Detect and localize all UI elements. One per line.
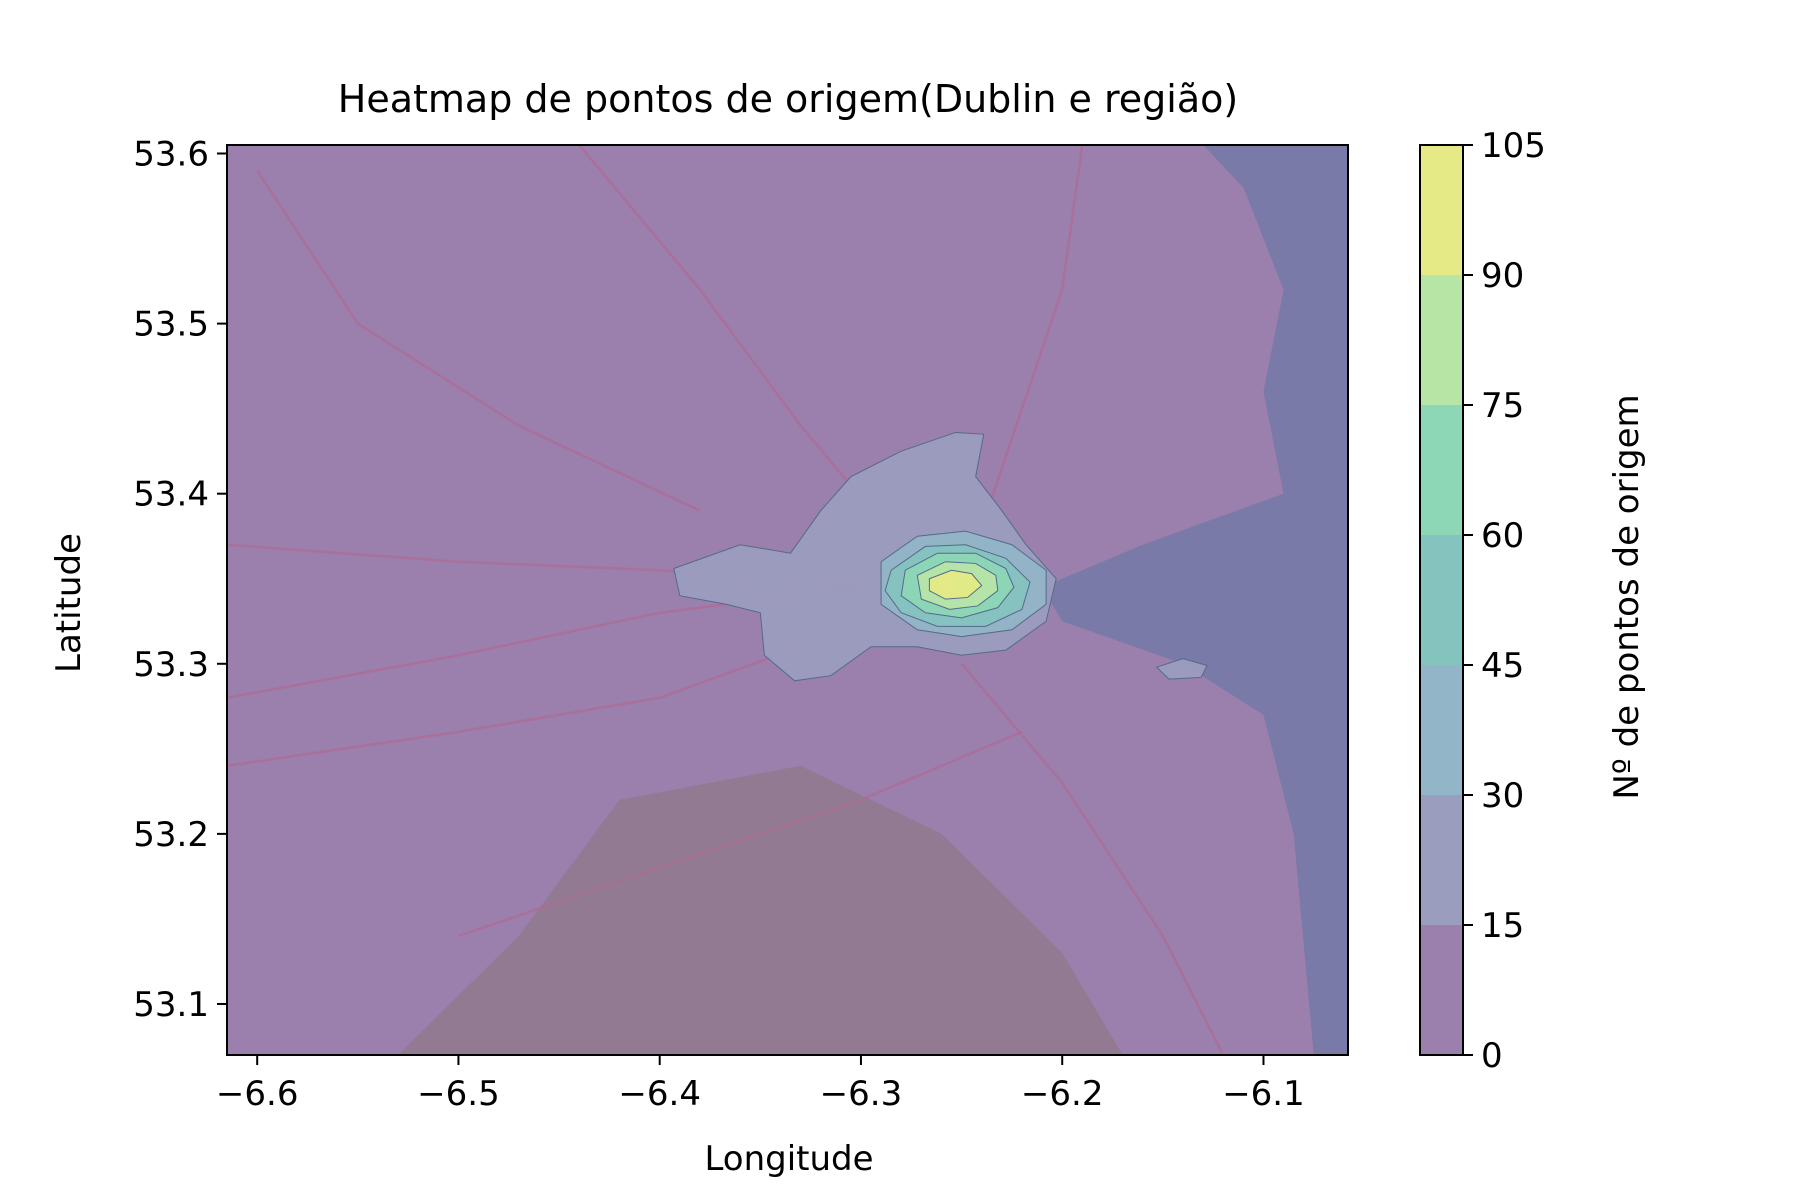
heat-contour — [1155, 658, 1208, 680]
plot-area — [226, 144, 1349, 1056]
y-tick-label: 53.3 — [133, 645, 209, 685]
y-tick-label: 53.5 — [133, 305, 209, 345]
y-axis-label: Latitude — [49, 533, 89, 673]
colorbar-band — [1420, 795, 1463, 925]
colorbar: 0 15 30 45 60 75 90 105 — [1419, 126, 1546, 1076]
colorbar-frame — [1419, 144, 1464, 1056]
basemap — [227, 145, 1348, 1055]
colorbar-band — [1420, 145, 1463, 275]
x-tick-label: −6.6 — [216, 1074, 299, 1114]
y-tick-label: 53.4 — [133, 475, 209, 515]
colorbar-band — [1420, 925, 1463, 1055]
map-road — [458, 730, 1023, 938]
colorbar-band — [1420, 405, 1463, 535]
x-axis: −6.6 −6.5 −6.4 −6.3 −6.2 −6.1 — [216, 1055, 1305, 1114]
heat-contour — [928, 569, 983, 600]
x-tick-label: −6.3 — [820, 1074, 903, 1114]
hills-area — [398, 765, 1123, 1055]
colorbar-tick-label: 30 — [1481, 776, 1524, 816]
map-road — [980, 145, 1084, 529]
map-road — [227, 645, 802, 768]
colorbar-band — [1420, 535, 1463, 665]
y-tick-label: 53.6 — [133, 135, 209, 175]
colorbar-band — [1420, 275, 1463, 405]
sea-area — [1042, 145, 1348, 1055]
map-road — [960, 662, 1225, 1055]
colorbar-tick-label: 105 — [1481, 126, 1546, 166]
x-tick-label: −6.4 — [618, 1074, 701, 1114]
colorbar-band — [1420, 665, 1463, 795]
y-axis: 53.1 53.2 53.3 53.4 53.5 53.6 — [133, 135, 227, 1025]
x-tick-label: −6.2 — [1021, 1074, 1104, 1114]
hotspot-peak — [938, 576, 953, 591]
colorbar-tick-label: 75 — [1481, 386, 1524, 426]
x-tick-label: −6.5 — [417, 1074, 500, 1114]
x-axis-label: Longitude — [704, 1139, 873, 1179]
plot-frame — [226, 144, 1349, 1056]
x-tick-label: −6.1 — [1222, 1074, 1305, 1114]
colorbar-tick-label: 45 — [1481, 646, 1524, 686]
chart-title: Heatmap de pontos de origem(Dublin e reg… — [338, 77, 1238, 121]
y-tick-label: 53.1 — [133, 985, 209, 1025]
colorbar-tick-label: 90 — [1481, 256, 1524, 296]
y-tick-label: 53.2 — [133, 815, 209, 855]
colorbar-tick-label: 0 — [1481, 1036, 1503, 1076]
colorbar-tick-label: 60 — [1481, 516, 1524, 556]
map-road — [256, 169, 701, 512]
colorbar-label: Nº de pontos de origem — [1607, 394, 1647, 799]
colorbar-tick-label: 15 — [1481, 906, 1524, 946]
